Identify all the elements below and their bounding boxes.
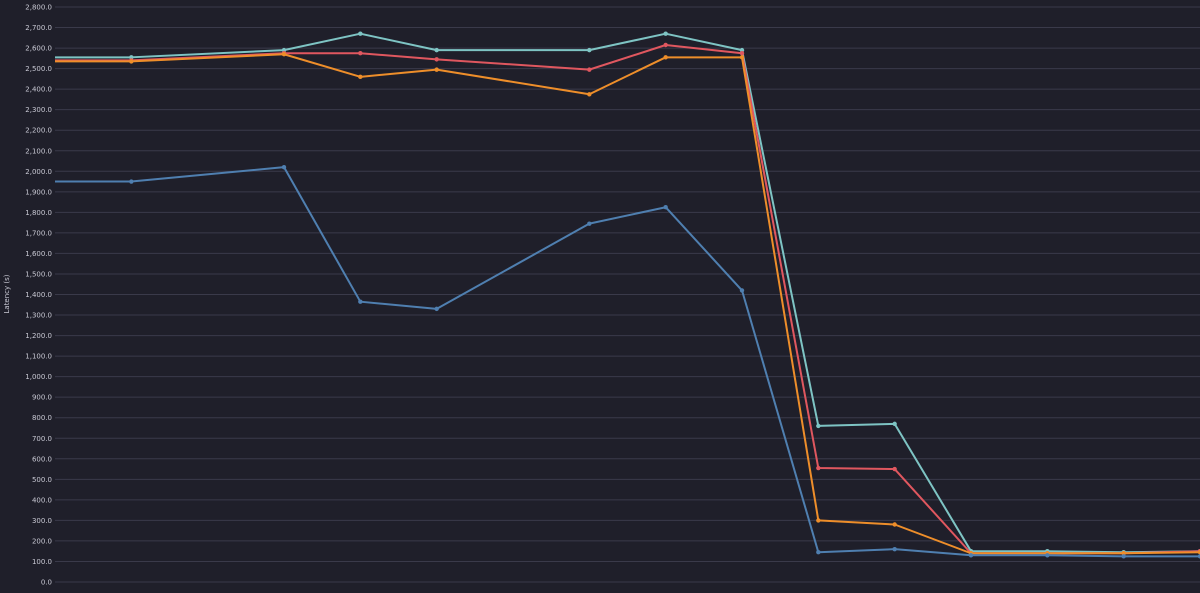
data-point[interactable] [587, 221, 592, 226]
y-tick-label: 2,400.0 [25, 86, 52, 94]
data-point[interactable] [663, 42, 668, 48]
series-layer [55, 31, 1200, 559]
data-point[interactable] [739, 51, 745, 56]
y-tick-label: 300.0 [32, 517, 52, 525]
y-tick-label: 1,400.0 [25, 291, 52, 299]
data-point[interactable] [587, 92, 592, 97]
data-point[interactable] [892, 522, 897, 527]
data-point[interactable] [968, 553, 974, 558]
y-tick-label: 2,100.0 [25, 147, 52, 155]
data-point[interactable] [816, 518, 821, 523]
data-point[interactable] [1121, 554, 1126, 559]
data-point[interactable] [739, 55, 745, 60]
y-axis-title: Latency (s) [3, 274, 11, 313]
y-tick-label: 600.0 [32, 455, 52, 463]
y-tick-label: 2,700.0 [25, 24, 52, 32]
y-tick-label: 2,800.0 [25, 4, 52, 12]
series-line [55, 32, 1200, 554]
y-tick-label: 2,300.0 [25, 106, 52, 114]
series-line [55, 53, 1200, 555]
data-point[interactable] [281, 164, 287, 170]
grid-layer [55, 6, 1200, 583]
data-point[interactable] [663, 55, 668, 60]
data-point[interactable] [739, 288, 745, 293]
y-tick-label: 2,600.0 [25, 45, 52, 53]
data-point[interactable] [816, 465, 821, 471]
data-point[interactable] [434, 306, 439, 312]
data-point[interactable] [892, 421, 897, 427]
series-4 [55, 164, 1200, 559]
data-point[interactable] [1197, 554, 1200, 559]
data-point[interactable] [587, 47, 592, 53]
data-point[interactable] [663, 205, 668, 210]
y-tick-label: 200.0 [32, 537, 52, 545]
data-point[interactable] [1045, 553, 1050, 558]
data-point[interactable] [587, 67, 592, 72]
data-point[interactable] [739, 47, 745, 53]
data-point[interactable] [129, 55, 134, 60]
y-tick-label: 1,500.0 [25, 270, 52, 278]
data-point[interactable] [434, 47, 439, 53]
y-tick-labels: 0.0 100.0 200.0 300.0 400.0 500.0 600.0 700.0 80… [25, 4, 52, 587]
y-tick-label: 2,500.0 [25, 65, 52, 73]
data-point[interactable] [434, 57, 439, 62]
y-tick-label: 700.0 [32, 435, 52, 443]
data-point[interactable] [1121, 551, 1126, 556]
y-tick-label: 1,600.0 [25, 250, 52, 258]
y-tick-label: 1,900.0 [25, 188, 52, 196]
data-point[interactable] [892, 466, 897, 472]
data-point[interactable] [358, 299, 363, 304]
series-2 [55, 42, 1200, 556]
y-tick-label: 400.0 [32, 496, 52, 504]
series-3 [55, 52, 1200, 556]
series-line [55, 166, 1200, 558]
data-point[interactable] [358, 31, 363, 36]
data-point[interactable] [129, 59, 134, 64]
data-point[interactable] [663, 31, 668, 36]
y-tick-label: 900.0 [32, 394, 52, 402]
data-point[interactable] [434, 67, 439, 72]
y-tick-label: 1,800.0 [25, 209, 52, 217]
y-tick-label: 0.0 [41, 579, 52, 587]
y-tick-label: 500.0 [32, 476, 52, 484]
data-point[interactable] [816, 423, 821, 429]
y-tick-label: 1,200.0 [25, 332, 52, 340]
data-point[interactable] [358, 74, 363, 80]
y-tick-label: 1,000.0 [25, 373, 52, 381]
y-tick-label: 1,100.0 [25, 353, 52, 361]
data-point[interactable] [281, 52, 287, 57]
y-tick-label: 1,700.0 [25, 229, 52, 237]
series-line [55, 43, 1200, 555]
data-point[interactable] [358, 51, 363, 56]
data-point[interactable] [129, 179, 134, 184]
y-tick-label: 2,000.0 [25, 168, 52, 176]
data-point[interactable] [281, 47, 287, 53]
y-tick-label: 800.0 [32, 414, 52, 422]
data-point[interactable] [1197, 550, 1200, 555]
data-point[interactable] [892, 546, 897, 552]
y-tick-label: 100.0 [32, 558, 52, 566]
y-tick-label: 2,200.0 [25, 127, 52, 135]
data-point[interactable] [816, 550, 821, 555]
y-tick-label: 1,300.0 [25, 312, 52, 320]
